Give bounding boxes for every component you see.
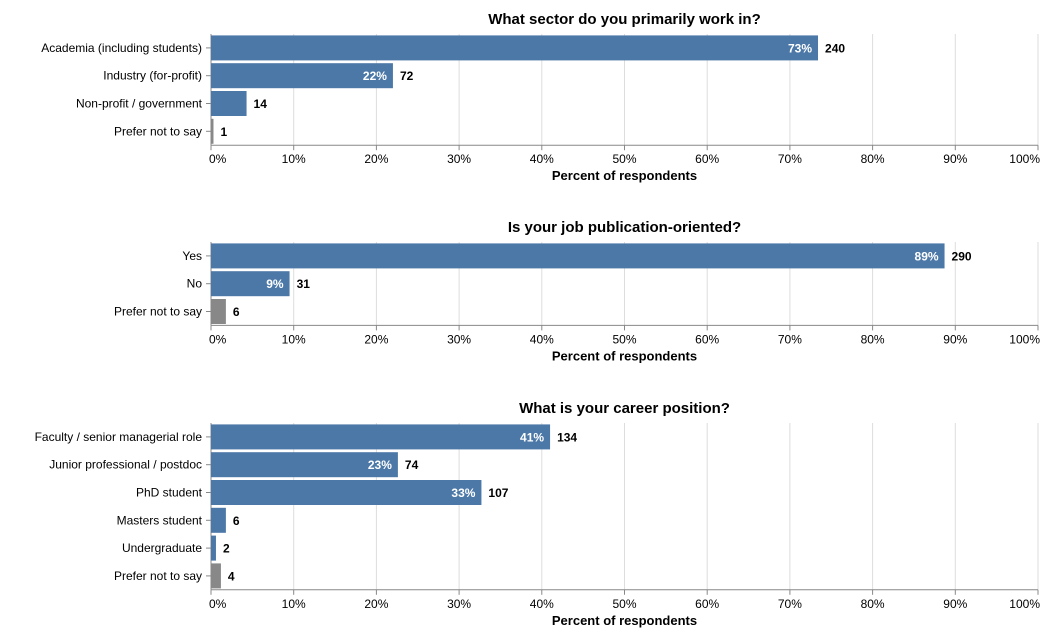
bar [211, 243, 945, 269]
category-label: Academia (including students) [41, 41, 202, 55]
x-tick-label: 50% [612, 597, 636, 611]
category-label: Yes [182, 249, 202, 263]
bar-percent-label: 9% [266, 277, 284, 291]
category-label: Prefer not to say [114, 569, 202, 583]
x-tick-label: 70% [778, 152, 802, 166]
bar-count-label: 107 [488, 486, 508, 500]
bar-count-label: 1 [220, 125, 227, 139]
x-tick-label: 10% [282, 597, 306, 611]
x-tick-label: 0% [209, 152, 227, 166]
category-label: Masters student [117, 513, 203, 527]
x-tick-label: 40% [530, 152, 554, 166]
x-tick-label: 20% [364, 597, 388, 611]
bar [211, 299, 226, 324]
category-label: PhD student [136, 486, 203, 500]
bar [211, 563, 221, 589]
x-tick-label: 10% [282, 152, 306, 166]
x-axis-title: Percent of respondents [552, 168, 697, 183]
bar-count-label: 31 [297, 277, 311, 291]
category-label: No [187, 277, 203, 291]
bar [211, 424, 551, 450]
bar-count-label: 14 [254, 97, 268, 111]
x-axis-title: Percent of respondents [552, 613, 697, 628]
chart-title: What sector do you primarily work in? [488, 11, 761, 28]
bar-count-label: 4 [228, 569, 235, 583]
category-label: Junior professional / postdoc [49, 458, 202, 472]
bar-percent-label: 23% [368, 458, 392, 472]
bar-percent-label: 73% [788, 41, 812, 55]
x-tick-label: 100% [1009, 332, 1040, 346]
category-label: Faculty / senior managerial role [35, 430, 203, 444]
x-tick-label: 90% [943, 597, 967, 611]
chart-panel-3: What is your career position? 0% 10% 20% 30%… [35, 400, 1041, 628]
bar-percent-label: 89% [915, 249, 939, 263]
chart-title: Is your job publication-oriented? [508, 219, 741, 236]
bar [211, 507, 226, 533]
bar-count-label: 6 [233, 305, 240, 319]
x-tick-label: 30% [447, 332, 471, 346]
bar-count-label: 134 [557, 430, 577, 444]
chart-panel-1: What sector do you primarily work in? 0% 1… [41, 11, 1040, 183]
chart-title: What is your career position? [519, 400, 730, 417]
bar-count-label: 6 [233, 514, 240, 528]
x-tick-label: 100% [1009, 152, 1040, 166]
x-tick-label: 50% [612, 152, 636, 166]
x-tick-label: 70% [778, 332, 802, 346]
x-tick-label: 90% [943, 152, 967, 166]
x-tick-label: 20% [364, 332, 388, 346]
bar [211, 480, 482, 505]
x-tick-label: 60% [695, 152, 719, 166]
x-tick-label: 30% [447, 152, 471, 166]
bar-count-label: 240 [825, 41, 845, 55]
x-tick-label: 90% [943, 332, 967, 346]
bar-count-label: 290 [952, 249, 972, 263]
x-tick-label: 80% [861, 152, 885, 166]
category-label: Non-profit / government [76, 97, 203, 111]
x-tick-label: 40% [530, 332, 554, 346]
category-label: Prefer not to say [114, 124, 202, 138]
bar [211, 118, 214, 144]
x-tick-label: 60% [695, 597, 719, 611]
category-label: Industry (for-profit) [103, 69, 202, 83]
bar [211, 63, 393, 89]
bar-percent-label: 22% [363, 69, 387, 83]
bar-percent-label: 33% [451, 486, 475, 500]
x-tick-label: 80% [861, 332, 885, 346]
bar-count-label: 72 [400, 69, 414, 83]
bar [211, 535, 216, 561]
x-tick-label: 30% [447, 597, 471, 611]
bar [211, 271, 290, 297]
x-tick-label: 80% [861, 597, 885, 611]
bar [211, 91, 247, 116]
category-label: Undergraduate [122, 541, 202, 555]
x-tick-label: 60% [695, 332, 719, 346]
x-tick-label: 10% [282, 332, 306, 346]
x-tick-label: 40% [530, 597, 554, 611]
x-axis-title: Percent of respondents [552, 348, 697, 363]
x-tick-label: 0% [209, 332, 227, 346]
x-tick-label: 70% [778, 597, 802, 611]
x-tick-label: 100% [1009, 597, 1040, 611]
bar-count-label: 2 [223, 542, 230, 556]
bar [211, 35, 819, 61]
x-tick-label: 0% [209, 597, 227, 611]
bar [211, 452, 398, 478]
x-tick-label: 20% [364, 152, 388, 166]
bar-percent-label: 41% [520, 430, 544, 444]
bar-count-label: 74 [405, 458, 419, 472]
x-tick-label: 50% [612, 332, 636, 346]
chart-panel-2: Is your job publication-oriented? 0% 10% 20… [114, 219, 1040, 363]
category-label: Prefer not to say [114, 305, 202, 319]
